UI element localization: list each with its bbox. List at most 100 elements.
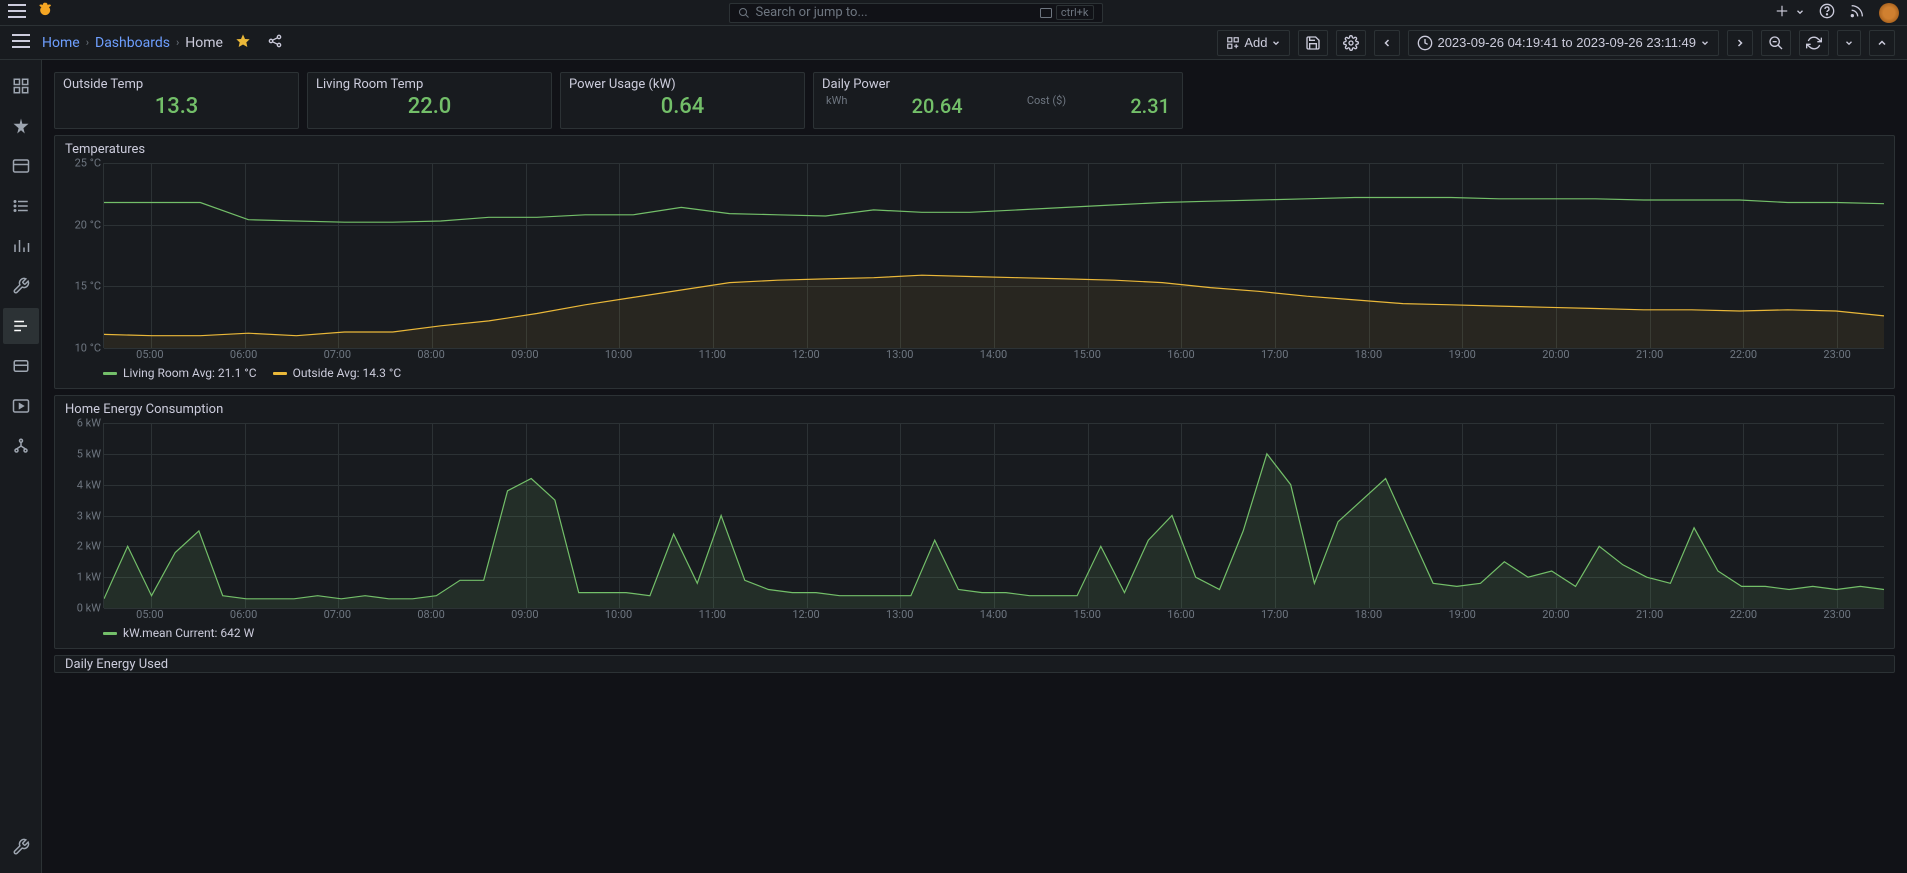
dashboard-toolbar: Home › Dashboards › Home Add 2023 bbox=[0, 26, 1907, 60]
x-tick: 19:00 bbox=[1448, 608, 1475, 621]
chevron-right-icon bbox=[1734, 37, 1746, 49]
breadcrumb-home[interactable]: Home bbox=[42, 35, 80, 51]
gear-icon bbox=[1343, 35, 1359, 51]
search-icon bbox=[738, 7, 750, 19]
panel-energy[interactable]: Home Energy Consumption 0 kW1 kW2 kW3 kW… bbox=[54, 395, 1895, 649]
global-search[interactable]: Search or jump to... ctrl+k bbox=[729, 3, 1103, 23]
stat-title: Outside Temp bbox=[63, 77, 290, 92]
x-tick: 06:00 bbox=[230, 608, 257, 621]
chevron-down-icon bbox=[1271, 38, 1281, 48]
y-axis: 0 kW1 kW2 kW3 kW4 kW5 kW6 kW bbox=[65, 423, 101, 608]
sidebar-item-org[interactable] bbox=[3, 428, 39, 464]
stat-value: 0.64 bbox=[569, 94, 796, 119]
star-icon[interactable] bbox=[231, 29, 255, 57]
x-tick: 09:00 bbox=[511, 348, 538, 361]
x-tick: 12:00 bbox=[792, 608, 819, 621]
sidebar-item-active[interactable] bbox=[3, 308, 39, 344]
dashboard-settings-button[interactable] bbox=[1336, 30, 1366, 56]
stat-outside-temp[interactable]: Outside Temp 13.3 bbox=[54, 72, 299, 129]
chart-legend: Living Room Avg: 21.1 °C Outside Avg: 14.… bbox=[103, 362, 1884, 384]
user-avatar[interactable] bbox=[1879, 3, 1899, 23]
x-tick: 06:00 bbox=[230, 348, 257, 361]
x-tick: 15:00 bbox=[1074, 608, 1101, 621]
x-tick: 21:00 bbox=[1636, 608, 1663, 621]
y-tick: 5 kW bbox=[77, 447, 101, 460]
stat-sublabel: Cost ($) bbox=[1027, 94, 1066, 107]
share-icon[interactable] bbox=[263, 29, 287, 57]
panel-daily-energy-used[interactable]: Daily Energy Used bbox=[54, 655, 1895, 673]
x-tick: 16:00 bbox=[1167, 348, 1194, 361]
breadcrumb-dashboards[interactable]: Dashboards bbox=[95, 35, 170, 51]
stat-title: Power Usage (kW) bbox=[569, 77, 796, 92]
y-tick: 2 kW bbox=[77, 540, 101, 553]
zoom-out-button[interactable] bbox=[1761, 30, 1791, 56]
zoom-out-icon bbox=[1768, 35, 1784, 51]
stat-power-usage[interactable]: Power Usage (kW) 0.64 bbox=[560, 72, 805, 129]
x-tick: 13:00 bbox=[886, 348, 913, 361]
x-tick: 18:00 bbox=[1355, 608, 1382, 621]
legend-item[interactable]: kW.mean Current: 642 W bbox=[103, 626, 254, 640]
chevron-down-icon[interactable] bbox=[1795, 5, 1805, 21]
stat-value: 13.3 bbox=[63, 94, 290, 119]
legend-item[interactable]: Outside Avg: 14.3 °C bbox=[273, 366, 402, 380]
stat-panels-row: Outside Temp 13.3 Living Room Temp 22.0 … bbox=[54, 72, 1895, 129]
menu-burger-icon[interactable] bbox=[8, 4, 28, 22]
legend-swatch bbox=[103, 632, 117, 635]
x-tick: 14:00 bbox=[980, 608, 1007, 621]
x-tick: 11:00 bbox=[699, 608, 726, 621]
legend-item[interactable]: Living Room Avg: 21.1 °C bbox=[103, 366, 257, 380]
stat-daily-power[interactable]: Daily Power kWh 20.64 Cost ($) 2.31 bbox=[813, 72, 1183, 129]
sidebar-item-admin[interactable] bbox=[3, 829, 39, 865]
y-tick: 1 kW bbox=[77, 571, 101, 584]
y-tick: 15 °C bbox=[75, 280, 101, 293]
save-dashboard-button[interactable] bbox=[1298, 30, 1328, 56]
panel-temperatures[interactable]: Temperatures 10 °C15 °C20 °C25 °C 05:000… bbox=[54, 135, 1895, 389]
news-icon[interactable] bbox=[1849, 3, 1865, 23]
stat-title: Daily Power bbox=[822, 77, 1174, 92]
x-axis: 05:0006:0007:0008:0009:0010:0011:0012:00… bbox=[103, 608, 1884, 622]
x-tick: 11:00 bbox=[699, 348, 726, 361]
x-tick: 15:00 bbox=[1074, 348, 1101, 361]
add-icon[interactable] bbox=[1775, 4, 1789, 22]
legend-label: Living Room Avg: 21.1 °C bbox=[123, 366, 257, 380]
stat-title: Living Room Temp bbox=[316, 77, 543, 92]
refresh-icon bbox=[1806, 35, 1822, 51]
stat-value: 20.64 bbox=[912, 94, 963, 118]
x-tick: 13:00 bbox=[886, 608, 913, 621]
x-tick: 23:00 bbox=[1823, 608, 1850, 621]
sidebar-item-connections[interactable] bbox=[3, 268, 39, 304]
stat-living-room-temp[interactable]: Living Room Temp 22.0 bbox=[307, 72, 552, 129]
sidebar-item-dashboards[interactable] bbox=[3, 148, 39, 184]
panel-add-icon bbox=[1226, 36, 1240, 50]
x-tick: 20:00 bbox=[1542, 608, 1569, 621]
x-tick: 07:00 bbox=[324, 348, 351, 361]
help-icon[interactable] bbox=[1819, 3, 1835, 23]
sidebar-item-hacs[interactable] bbox=[3, 348, 39, 384]
stat-sublabel: kWh bbox=[826, 94, 847, 107]
search-shortcut: ctrl+k bbox=[1056, 5, 1094, 20]
sidebar-item-home[interactable] bbox=[3, 68, 39, 104]
x-tick: 07:00 bbox=[324, 608, 351, 621]
x-tick: 14:00 bbox=[980, 348, 1007, 361]
time-range-back-button[interactable] bbox=[1374, 30, 1400, 56]
sidebar-item-starred[interactable] bbox=[3, 108, 39, 144]
collapse-button[interactable] bbox=[1869, 30, 1895, 56]
sidebar-item-explore[interactable] bbox=[3, 188, 39, 224]
legend-label: Outside Avg: 14.3 °C bbox=[293, 366, 402, 380]
y-tick: 6 kW bbox=[77, 417, 101, 430]
grafana-logo-icon[interactable] bbox=[36, 1, 56, 25]
add-panel-button[interactable]: Add bbox=[1217, 30, 1290, 56]
time-range-forward-button[interactable] bbox=[1727, 30, 1753, 56]
chart-legend: kW.mean Current: 642 W bbox=[103, 622, 1884, 644]
sidebar-item-alerting[interactable] bbox=[3, 228, 39, 264]
chevron-right-icon: › bbox=[176, 36, 179, 49]
plot-area bbox=[103, 163, 1884, 348]
y-tick: 0 kW bbox=[77, 602, 101, 615]
time-range-picker[interactable]: 2023-09-26 04:19:41 to 2023-09-26 23:11:… bbox=[1408, 30, 1719, 56]
refresh-interval-button[interactable] bbox=[1837, 30, 1861, 56]
y-tick: 4 kW bbox=[77, 478, 101, 491]
sidebar-item-playlists[interactable] bbox=[3, 388, 39, 424]
breadcrumb: Home › Dashboards › Home bbox=[42, 35, 223, 51]
panel-toggle-icon[interactable] bbox=[12, 34, 30, 52]
refresh-button[interactable] bbox=[1799, 30, 1829, 56]
